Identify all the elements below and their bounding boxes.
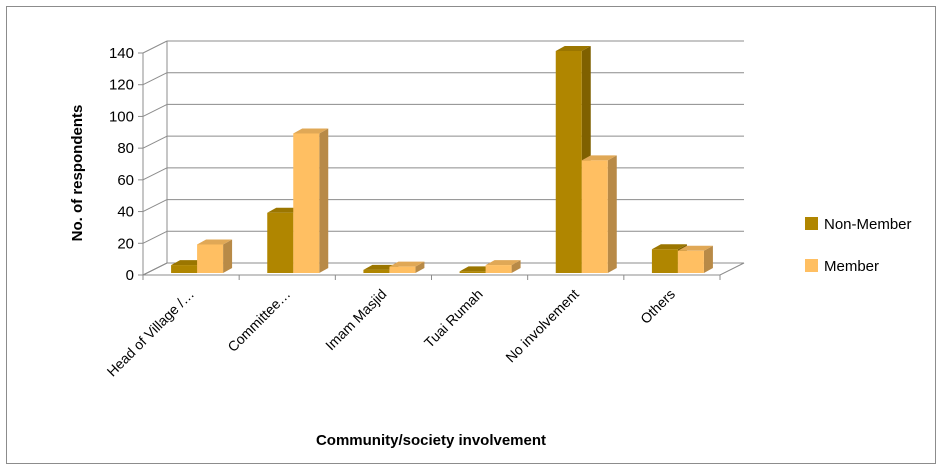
bar-front xyxy=(363,269,390,273)
bar-front xyxy=(581,160,608,273)
x-tick-label: Tuai Rumah xyxy=(421,286,486,351)
bar-front xyxy=(389,266,416,273)
bar-side xyxy=(415,261,425,273)
bar-front xyxy=(485,265,512,273)
gridline-side xyxy=(142,72,168,86)
bar xyxy=(485,260,521,273)
x-tick-label: Imam Masjid xyxy=(322,286,389,353)
legend-swatch-member xyxy=(805,259,818,272)
legend-label-member: Member xyxy=(824,258,879,275)
bar xyxy=(555,46,591,273)
bar-front xyxy=(677,250,704,273)
bar-front xyxy=(197,244,224,273)
bar-top xyxy=(555,46,591,51)
bars xyxy=(171,46,713,273)
legend-swatch-non-member xyxy=(805,217,818,230)
bar-top xyxy=(651,244,687,250)
bar xyxy=(197,239,233,273)
y-tick-label: 120 xyxy=(109,77,134,94)
y-tick-label: 80 xyxy=(117,140,134,157)
legend-label-non-member: Non-Member xyxy=(824,216,912,233)
bar-side xyxy=(319,128,329,273)
x-tick-label: Others xyxy=(637,286,678,327)
bar-side xyxy=(703,245,713,273)
y-tick-label: 140 xyxy=(109,45,134,62)
gridline-side xyxy=(142,199,168,213)
x-axis-title: Community/society involvement xyxy=(316,432,546,449)
bar-side xyxy=(607,155,617,273)
bar-top xyxy=(389,261,425,267)
bar xyxy=(581,155,617,273)
y-axis-title: No. of respondents xyxy=(69,105,86,242)
x-tick-label: Committee… xyxy=(224,286,293,355)
x-tick-labels: Head of Village /… Committee… Imam Masjid T… xyxy=(104,275,721,380)
y-tick-label: 100 xyxy=(109,108,134,125)
bar xyxy=(389,261,425,273)
y-tick-label: 60 xyxy=(117,172,134,189)
bar-front xyxy=(267,212,294,273)
gridline-side xyxy=(142,135,168,149)
bar xyxy=(293,128,329,273)
gridline-side xyxy=(142,230,168,244)
bar-front xyxy=(459,271,486,273)
bar-top xyxy=(293,128,329,134)
y-tick-label: 0 xyxy=(126,267,134,284)
bar-front xyxy=(555,51,582,273)
grid xyxy=(142,40,745,276)
x-tick-label: Head of Village /… xyxy=(104,286,198,380)
bar xyxy=(677,245,713,273)
bar-side xyxy=(511,260,521,273)
bar-top xyxy=(581,155,617,161)
bar-front xyxy=(171,265,198,273)
bar-front xyxy=(293,133,320,273)
bar-top xyxy=(197,239,233,245)
bar-top xyxy=(485,260,521,266)
y-tick-label: 40 xyxy=(117,204,134,221)
bar-side xyxy=(223,239,233,273)
legend: Non-Member Member xyxy=(805,216,912,275)
y-tick-label: 20 xyxy=(117,235,134,252)
gridline-side xyxy=(142,167,168,181)
x-tick-label: No involvement xyxy=(502,286,582,366)
gridline-side xyxy=(142,103,168,117)
chart-frame xyxy=(6,6,936,464)
y-tick-labels: 0 20 40 60 80 100 120 140 xyxy=(109,45,143,284)
gridline-side xyxy=(142,40,168,54)
bar-top xyxy=(677,245,713,251)
bar-front xyxy=(651,249,678,273)
